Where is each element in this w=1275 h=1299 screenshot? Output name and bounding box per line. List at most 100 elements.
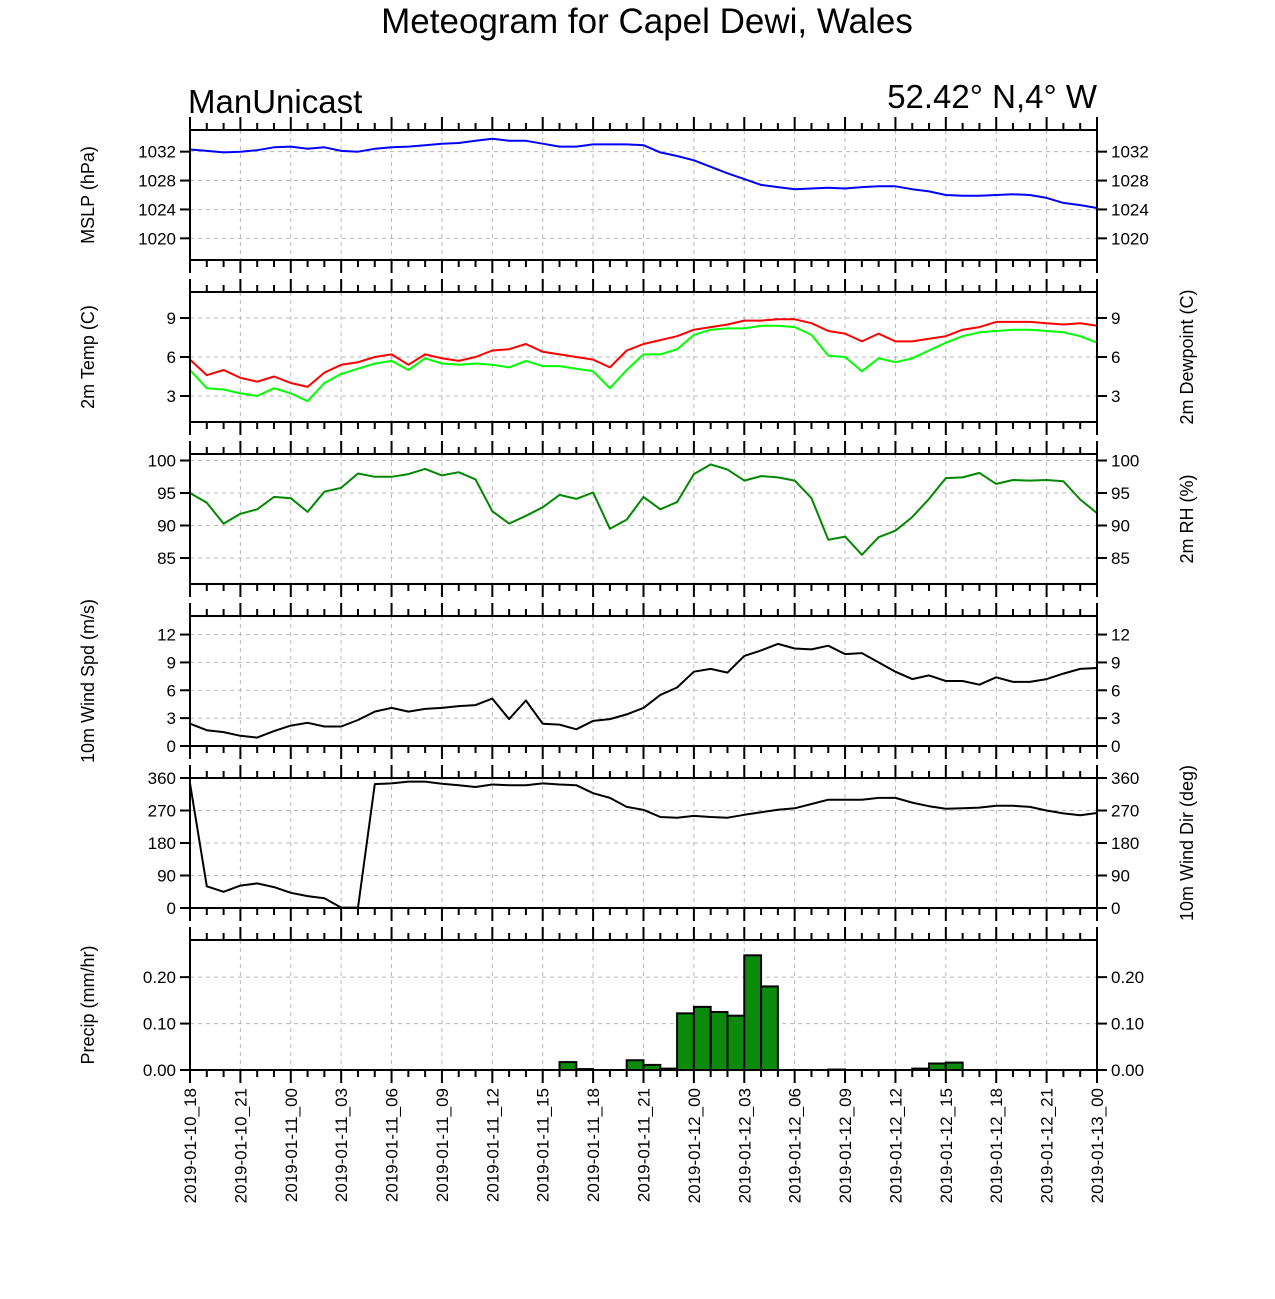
y-tick-label-left: 90 <box>157 517 176 536</box>
time-tick-label: 2019-01-11_06 <box>383 1088 402 1202</box>
y-axis-title-right: 2m Dewpoint (C) <box>1177 289 1197 424</box>
y-tick-label-left: 1020 <box>138 229 176 248</box>
y-tick-label-left: 100 <box>148 452 176 471</box>
time-tick-label: 2019-01-12_12 <box>886 1088 905 1203</box>
y-tick-label-left: 270 <box>148 802 176 821</box>
time-tick-label: 2019-01-13_00 <box>1088 1088 1107 1203</box>
y-tick-label-right: 90 <box>1111 517 1130 536</box>
2m-temp-line <box>189 318 1098 388</box>
y-tick-label-right: 12 <box>1111 626 1130 645</box>
y-tick-label-right: 0 <box>1111 737 1120 756</box>
precip-bar <box>726 1014 746 1072</box>
y-tick-label-left: 0 <box>167 899 176 918</box>
y-axis-title-right: 2m RH (%) <box>1177 475 1197 564</box>
precip-bar <box>944 1061 964 1071</box>
y-tick-label-right: 9 <box>1111 309 1120 328</box>
y-tick-label-left: 9 <box>167 309 176 328</box>
panel-2: 3 3 6 6 9 9 2m Temp (C) 2m Dewpoint (C) <box>78 279 1197 435</box>
y-tick-label-right: 6 <box>1111 681 1120 700</box>
y-axis-title-left: Precip (mm/hr) <box>78 945 98 1064</box>
y-axis-title-right: 10m Wind Dir (deg) <box>1177 765 1197 921</box>
y-tick-label-right: 1032 <box>1111 143 1149 162</box>
y-tick-label-left: 0.00 <box>143 1061 176 1080</box>
time-tick-label: 2019-01-12_06 <box>786 1088 805 1203</box>
time-tick-label: 2019-01-11_21 <box>635 1088 654 1202</box>
y-tick-label-right: 360 <box>1111 769 1139 788</box>
y-tick-label-right: 1028 <box>1111 172 1149 191</box>
y-tick-label-right: 1020 <box>1111 229 1149 248</box>
time-tick-label: 2019-01-12_21 <box>1038 1088 1057 1203</box>
y-tick-label-right: 180 <box>1111 834 1139 853</box>
location-label: 52.42° N,4° W <box>887 78 1098 115</box>
y-tick-label-left: 6 <box>167 681 176 700</box>
y-tick-label-right: 0.10 <box>1111 1015 1144 1034</box>
10m-wind-spd-line <box>189 642 1098 739</box>
y-tick-label-right: 270 <box>1111 802 1139 821</box>
panels-group: 1020 1020 1024 1024 1028 1028 1032 1032 MSLP (hP… <box>78 117 1197 1083</box>
y-tick-label-left: 6 <box>167 348 176 367</box>
time-tick-label: 2019-01-11_12 <box>483 1088 502 1202</box>
y-tick-label-right: 85 <box>1111 549 1130 568</box>
time-tick-label: 2019-01-12_18 <box>987 1088 1006 1203</box>
y-axis-title-left: MSLP (hPa) <box>78 146 98 244</box>
y-tick-label-left: 1032 <box>138 143 176 162</box>
y-tick-label-right: 100 <box>1111 452 1139 471</box>
precip-bar <box>625 1059 645 1071</box>
time-tick-label: 2019-01-10_18 <box>181 1088 200 1203</box>
y-tick-label-right: 0 <box>1111 899 1120 918</box>
precip-bar <box>709 1010 729 1072</box>
time-tick-label: 2019-01-10_21 <box>231 1088 250 1203</box>
time-tick-label: 2019-01-12_15 <box>937 1088 956 1203</box>
time-tick-label: 2019-01-11_00 <box>282 1088 301 1202</box>
panel-6: 0.00 0.00 0.10 0.10 0.20 0.20 Precip (mm/hr) <box>78 927 1144 1083</box>
time-tick-label: 2019-01-11_15 <box>534 1088 553 1202</box>
precip-bar <box>558 1061 578 1072</box>
chart-title: Meteogram for Capel Dewi, Wales <box>381 2 913 41</box>
y-tick-label-left: 0.10 <box>143 1015 176 1034</box>
y-tick-label-right: 6 <box>1111 348 1120 367</box>
time-tick-label: 2019-01-11_03 <box>332 1088 351 1202</box>
time-tick-label: 2019-01-11_18 <box>584 1088 603 1202</box>
y-tick-label-left: 360 <box>148 769 176 788</box>
panel-3: 85 85 90 90 95 95 100 100 2m RH (%) <box>148 441 1197 597</box>
y-tick-label-left: 1028 <box>138 172 176 191</box>
precip-bar <box>760 985 779 1072</box>
panel-1: 1020 1020 1024 1024 1028 1028 1032 1032 MSLP (hP… <box>78 117 1149 273</box>
mslp-line <box>189 137 1098 209</box>
time-tick-label: 2019-01-12_09 <box>836 1088 855 1203</box>
precip-bar <box>676 1012 695 1071</box>
y-tick-label-right: 0.20 <box>1111 968 1144 987</box>
y-tick-label-right: 90 <box>1111 867 1130 886</box>
y-tick-label-left: 85 <box>157 549 176 568</box>
model-name: ManUnicast <box>188 83 362 120</box>
y-tick-label-left: 3 <box>167 709 176 728</box>
y-tick-label-right: 9 <box>1111 653 1120 672</box>
y-tick-label-left: 3 <box>167 387 176 406</box>
y-axis-title-left: 2m Temp (C) <box>78 305 98 409</box>
y-tick-label-right: 0.00 <box>1111 1061 1144 1080</box>
time-axis: 2019-01-10_18 2019-01-10_21 2019-01-11_00 2… <box>181 1088 1107 1203</box>
y-tick-label-left: 90 <box>157 867 176 886</box>
panel-4: 0 0 3 3 6 6 9 9 12 12 10m Wind Spd (m/s) <box>78 599 1130 763</box>
y-axis-title-left: 10m Wind Spd (m/s) <box>78 599 98 763</box>
panel-5: 0 0 90 90 180 180 270 270 360 360 10m Wind Dir (de… <box>148 765 1197 921</box>
y-tick-label-right: 95 <box>1111 484 1130 503</box>
y-tick-label-left: 1024 <box>138 200 176 219</box>
time-tick-label: 2019-01-12_00 <box>685 1088 704 1203</box>
y-tick-label-left: 0.20 <box>143 968 176 987</box>
y-tick-label-left: 12 <box>157 626 176 645</box>
y-tick-label-left: 9 <box>167 653 176 672</box>
precip-bar <box>743 954 763 1071</box>
2m-rh-line <box>189 463 1098 556</box>
y-tick-label-left: 0 <box>167 737 176 756</box>
2m-dewpoint-line <box>189 324 1098 403</box>
precip-bar <box>692 1005 712 1071</box>
y-tick-label-left: 95 <box>157 484 176 503</box>
time-tick-label: 2019-01-12_03 <box>735 1088 754 1203</box>
time-tick-label: 2019-01-11_09 <box>433 1088 452 1202</box>
y-tick-label-left: 180 <box>148 834 176 853</box>
y-tick-label-right: 3 <box>1111 709 1120 728</box>
y-tick-label-right: 3 <box>1111 387 1120 406</box>
y-tick-label-right: 1024 <box>1111 200 1149 219</box>
